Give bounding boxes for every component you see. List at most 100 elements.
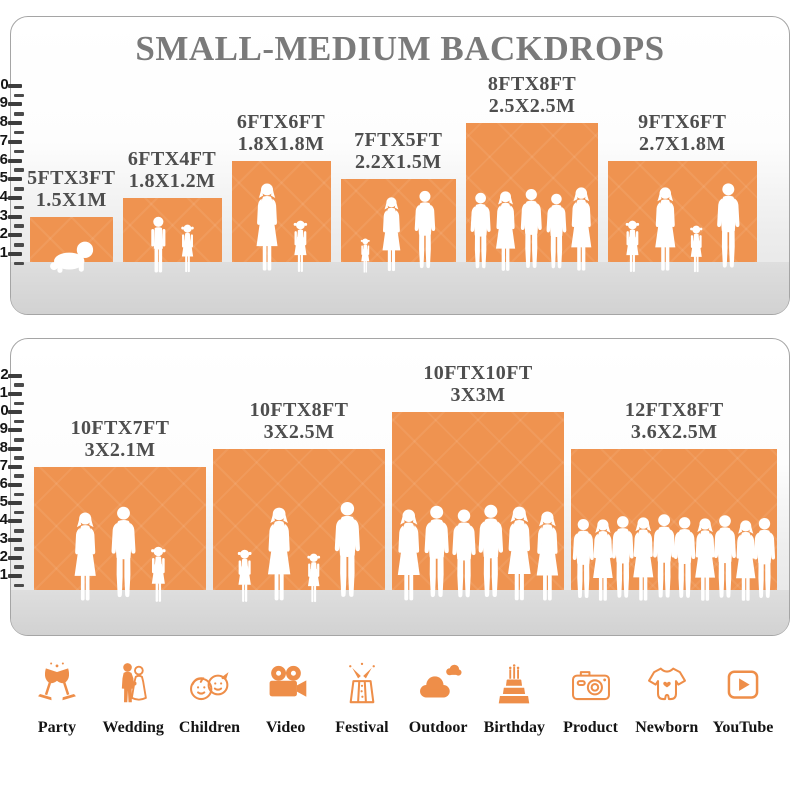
backdrop-size-label: 5FTX3FT 1.5X1M xyxy=(0,167,143,211)
ruler-tick-minor xyxy=(14,565,24,569)
ruler-tick-label: 3 xyxy=(0,206,8,224)
ruler-tick-label: 10 xyxy=(0,75,9,93)
category-product: Product xyxy=(554,660,628,737)
person-silhouette-woman xyxy=(256,183,278,271)
wedding-icon xyxy=(121,662,148,704)
ruler-tick-label: 1 xyxy=(0,244,8,261)
category-birthday: Birthday xyxy=(477,660,551,737)
size-m-text: 1.5X1M xyxy=(35,188,107,211)
size-ft-text: 8FTX8FT xyxy=(487,73,577,96)
ruler-tick-major xyxy=(8,410,22,415)
category-label: Video xyxy=(265,719,306,736)
category-outdoor: Outdoor xyxy=(401,660,475,737)
ruler-tick-minor xyxy=(14,243,24,247)
ruler-tick-major xyxy=(8,501,22,506)
person-silhouette-girl xyxy=(181,224,194,273)
category-video: Video xyxy=(249,660,323,737)
ruler-tick-label: 5 xyxy=(0,493,8,511)
size-ft-text: 10FTX8FT xyxy=(249,398,349,421)
category-label: Party xyxy=(37,719,77,736)
ruler-tick-label: 4 xyxy=(0,511,8,529)
size-ft-text: 10FTX7FT xyxy=(70,416,170,439)
category-newborn: Newborn xyxy=(630,660,704,737)
ruler-tick-label: 1 xyxy=(0,566,8,583)
category-festival: Festival xyxy=(325,660,399,737)
ruler-tick-label: 12 xyxy=(0,365,9,383)
silhouette-group xyxy=(30,238,113,274)
ruler-tick-label: 7 xyxy=(0,456,8,474)
ruler-tick-label: 9 xyxy=(0,94,8,112)
size-m-text: 3.6X2.5M xyxy=(630,420,718,443)
size-m-text: 1.8X1.2M xyxy=(128,169,216,192)
ruler-tick-minor xyxy=(14,529,24,533)
ruler-tick-label: 8 xyxy=(0,113,8,131)
person-silhouette-woman xyxy=(382,197,401,272)
ruler-tick-major xyxy=(8,158,22,163)
ruler-tick-major xyxy=(8,537,22,542)
person-silhouette-girl xyxy=(360,238,370,273)
size-chart-panel-large: 12345678910111210FTX7FT3X2.1M10FTX8FT3X2… xyxy=(0,338,790,636)
ruler-tick-minor xyxy=(14,383,24,387)
silhouette-group xyxy=(213,496,385,604)
ruler-tick-major xyxy=(8,574,22,578)
backdrop-size-label: 6FTX6FT 1.8X1.8M xyxy=(202,111,361,155)
ruler-tick-major xyxy=(8,139,22,144)
backdrop-size-label: 6FTX4FT 1.8X1.2M xyxy=(93,148,252,192)
person-silhouette-girl xyxy=(307,553,320,603)
ruler-tick-major xyxy=(8,464,22,469)
ruler-tick-major xyxy=(8,83,22,88)
size-ft-text: 5FTX3FT xyxy=(27,166,116,189)
product-icon xyxy=(571,671,610,701)
category-label: Outdoor xyxy=(408,719,468,736)
person-silhouette-man xyxy=(334,501,361,597)
person-silhouette-girl xyxy=(237,549,252,602)
size-m-text: 1.8X1.8M xyxy=(237,132,325,155)
size-ft-text: 6FTX6FT xyxy=(236,110,326,133)
size-ft-text: 12FTX8FT xyxy=(624,398,724,421)
newborn-icon xyxy=(647,667,686,701)
ruler-tick-minor xyxy=(14,474,24,478)
ruler-tick-major xyxy=(8,252,22,256)
backdrop-size-label: 9FTX6FT 2.7X1.8M xyxy=(578,111,787,155)
category-label: Wedding xyxy=(102,719,164,736)
silhouette-group xyxy=(34,501,206,604)
person-silhouette-woman xyxy=(655,187,676,271)
silhouette-group xyxy=(571,509,777,604)
person-silhouette-girl xyxy=(293,220,307,272)
ruler-tick-major xyxy=(8,519,22,524)
ruler-tick-major xyxy=(8,233,22,238)
ruler-tick-label: 6 xyxy=(0,150,8,168)
ruler-tick-major xyxy=(8,214,22,219)
backdrop-bar-6ftx6ft xyxy=(231,160,331,272)
ruler-tick-minor xyxy=(14,261,24,266)
ruler-tick-minor xyxy=(14,224,24,228)
size-m-text: 3X3M xyxy=(450,384,506,407)
category-row: Party Wedding Children Video Festival Outdoor… xyxy=(20,660,780,737)
category-youtube: YouTube xyxy=(706,660,780,737)
size-chart-panel-small: SMALL-MEDIUM BACKDROPS 12345678910 5FTX3F… xyxy=(0,16,790,315)
silhouette-group xyxy=(608,178,757,274)
size-m-text: 2.5X2.5M xyxy=(488,95,576,118)
ruler-tick-major xyxy=(8,102,22,107)
ruler-tick-label: 10 xyxy=(0,402,9,420)
ruler-tick-minor xyxy=(14,112,24,116)
backdrop-size-label: 10FTX7FT 3X2.1M xyxy=(4,417,236,461)
ruler-tick-label: 5 xyxy=(0,169,8,187)
size-ft-text: 9FTX6FT xyxy=(638,110,727,133)
ruler-tick-minor xyxy=(14,93,24,98)
ruler-tick-label: 4 xyxy=(0,187,8,205)
size-ft-text: 7FTX5FT xyxy=(354,129,443,152)
person-silhouette-man xyxy=(754,518,776,598)
backdrop-bar-12ftx8ft xyxy=(571,448,778,601)
person-silhouette-girl xyxy=(625,220,640,272)
size-m-text: 2.2X1.5M xyxy=(354,151,442,174)
person-silhouette-baby xyxy=(50,241,94,273)
backdrop-bar-9ftx6ft xyxy=(608,160,757,273)
outdoor-icon xyxy=(420,664,462,698)
person-silhouette-girl xyxy=(690,225,703,273)
category-label: Product xyxy=(563,719,618,736)
youtube-icon xyxy=(727,670,759,699)
floor-strip xyxy=(11,262,789,314)
person-silhouette-boy xyxy=(151,216,166,273)
